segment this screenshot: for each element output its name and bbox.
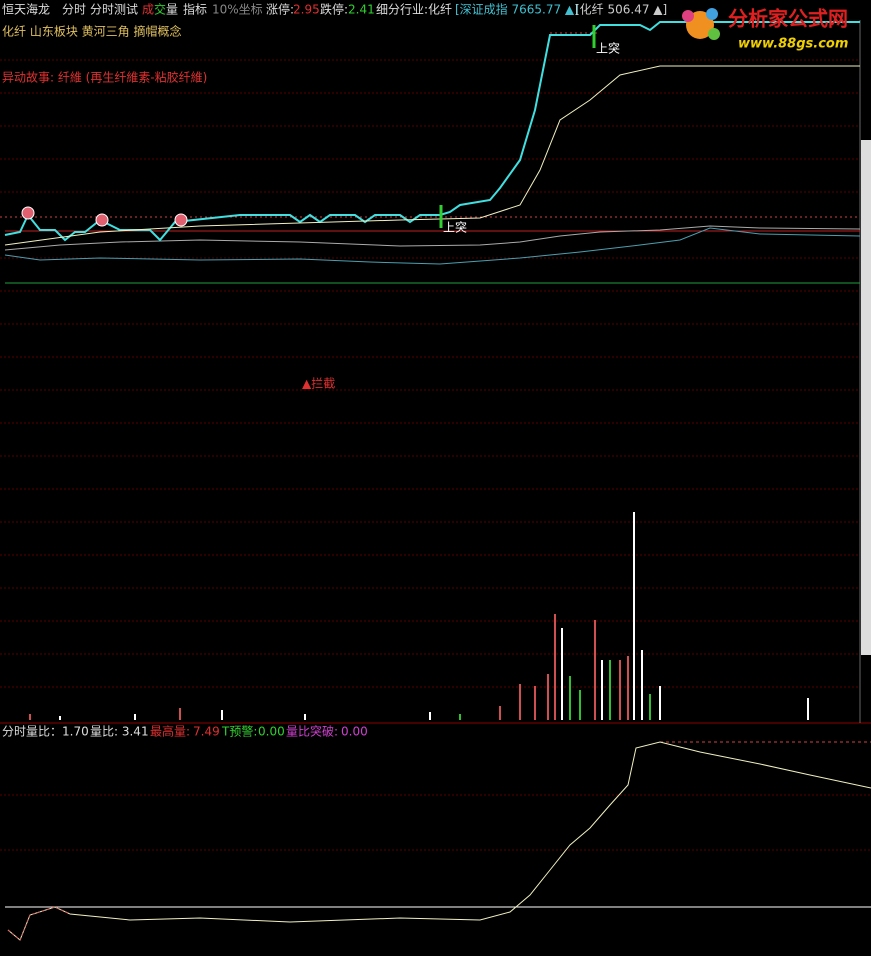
value: 2.41 bbox=[348, 3, 375, 17]
average-line bbox=[4, 65, 860, 246]
price-line bbox=[4, 21, 860, 242]
indicator-value: 0.00 bbox=[341, 725, 368, 739]
tab[interactable]: 成 bbox=[142, 3, 154, 17]
tab[interactable]: 分时 bbox=[62, 3, 86, 17]
concepts: 化纤 山东板块 黄河三角 摘帽概念 bbox=[2, 24, 181, 39]
logo: 分析家公式网 www.88gs.com bbox=[682, 7, 848, 52]
stock-name: 恒天海龙 bbox=[2, 2, 50, 17]
industry: 细分行业:化纤 bbox=[376, 3, 452, 17]
index: [深证成指 7665.77 ▲] bbox=[455, 2, 579, 17]
indicator-label: 量比突破: bbox=[286, 724, 338, 739]
indicator-value: 0.00 bbox=[258, 725, 285, 739]
header-bar bbox=[0, 0, 871, 20]
volume-bars bbox=[29, 512, 809, 720]
tab[interactable]: 指标 bbox=[183, 2, 207, 17]
side-tab[interactable] bbox=[861, 140, 871, 655]
logo-title: 分析家公式网 bbox=[728, 7, 848, 31]
indicator-text: 量比: 3.41 bbox=[90, 725, 149, 739]
annotation: ▲拦截 bbox=[302, 377, 335, 391]
indicator-label: 最高量: bbox=[150, 724, 190, 739]
scale: 10%坐标 bbox=[212, 3, 263, 17]
grid bbox=[0, 59, 871, 851]
volume-ratio-line bbox=[7, 741, 871, 941]
signal-markers bbox=[21, 206, 188, 227]
tab[interactable]: 交 bbox=[154, 2, 166, 17]
indicator-text: 分时量比：1.70 bbox=[2, 725, 89, 739]
annotation: 上突 bbox=[443, 220, 467, 235]
indicator-label: T预警: bbox=[221, 724, 257, 739]
story: 异动故事: 纤維 (再生纤維素-粘胶纤維) bbox=[2, 70, 207, 85]
tab[interactable]: 量 bbox=[166, 3, 178, 17]
grey-line bbox=[4, 225, 861, 251]
label: 涨停: bbox=[266, 2, 294, 17]
index: [化纤 506.47 ▲] bbox=[575, 3, 667, 17]
tab[interactable]: 分时测试 bbox=[90, 2, 138, 17]
volume-ratio-dashed bbox=[7, 906, 71, 941]
value: 2.95 bbox=[293, 3, 320, 17]
logo-url: www.88gs.com bbox=[738, 37, 848, 52]
label: 跌停: bbox=[320, 2, 348, 17]
indicator-value: 7.49 bbox=[193, 725, 220, 739]
annotation: 上突 bbox=[596, 41, 620, 56]
lower-cyan-line bbox=[4, 227, 861, 265]
